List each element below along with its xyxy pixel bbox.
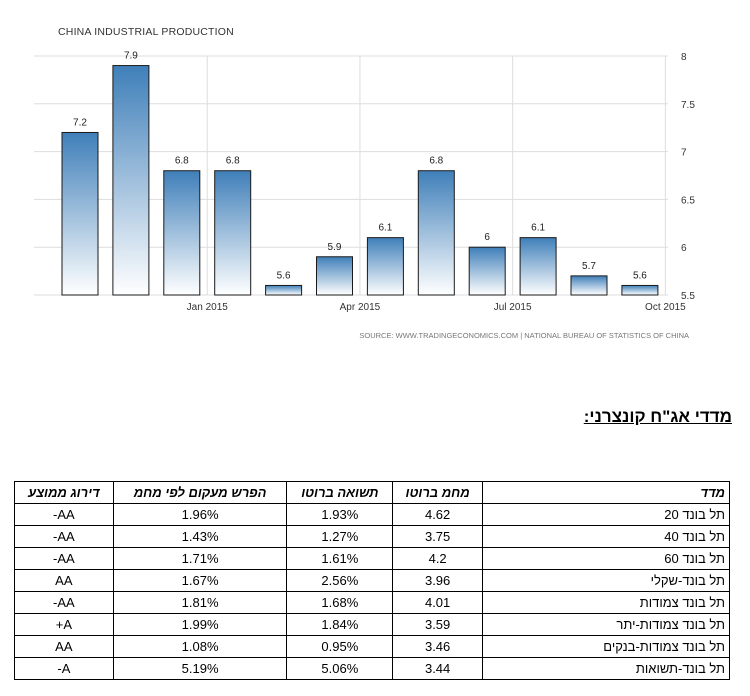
cell-spread: 1.99% [112, 613, 288, 636]
x-tick-label: Apr 2015 [340, 302, 381, 313]
cell-index-name: תל בונד-שקלי [482, 569, 730, 592]
bar-value-label: 6.1 [531, 223, 545, 234]
bar [163, 170, 201, 296]
cell-duration: 3.59 [392, 613, 483, 636]
cell-index-name: תל בונד צמודות-יתר [482, 613, 730, 636]
bar [366, 237, 404, 296]
cell-duration: 3.96 [392, 569, 483, 592]
cell-rating: AA [14, 569, 114, 592]
y-tick-label: 8 [681, 52, 687, 63]
cell-spread: 1.43% [112, 525, 288, 548]
header-rating: דירוג ממוצע [14, 481, 114, 504]
cell-spread: 5.19% [112, 657, 288, 680]
cell-duration: 3.75 [392, 525, 483, 548]
y-tick-label: 5.5 [681, 291, 695, 302]
cell-duration: 3.44 [392, 657, 483, 680]
chart-source: SOURCE: WWW.TRADINGECONOMICS.COM | NATIO… [359, 331, 689, 340]
bar [265, 284, 303, 296]
y-tick-label: 6.5 [681, 195, 695, 206]
bar [468, 246, 506, 296]
x-tick-label: Jul 2015 [494, 302, 532, 313]
cell-duration: 4.2 [392, 547, 483, 570]
cell-yield: 1.68% [286, 591, 394, 614]
cell-yield: 2.56% [286, 569, 394, 592]
bar-value-label: 6.1 [378, 223, 392, 234]
cell-rating: AA- [14, 591, 114, 614]
bar-value-label: 5.6 [277, 270, 291, 281]
table-row: תל בונד צמודות-יתר 3.59 1.84% 1.99% A+ [14, 613, 730, 636]
cell-rating: AA [14, 635, 114, 658]
bar-value-label: 6.8 [226, 156, 240, 167]
label-layer: 7.2 7.9 6.8 6.8 5.6 5.9 6.1 6.8 6 6.1 5.7 5.6 [73, 51, 647, 282]
bar [61, 131, 99, 296]
bar-value-label: 7.9 [124, 51, 138, 62]
table-header-row: מדד מחמ ברוטו תשואה ברוטו הפרש מעקום לפי… [14, 481, 730, 504]
cell-index-name: תל בונד צמודות [482, 591, 730, 614]
table-row: תל בונד-תשואות 3.44 5.06% 5.19% A- [14, 657, 730, 680]
cell-yield: 0.95% [286, 635, 394, 658]
header-duration: מחמ ברוטו [392, 481, 483, 504]
cell-rating: AA- [14, 547, 114, 570]
cell-index-name: תל בונד 60 [482, 547, 730, 570]
cell-index-name: תל בונד צמודות-בנקים [482, 635, 730, 658]
bar-value-label: 5.6 [633, 270, 647, 281]
table-row: תל בונד 20 4.62 1.93% 1.96% AA- [14, 503, 730, 526]
x-tick-label: Oct 2015 [645, 302, 686, 313]
cell-yield: 1.61% [286, 547, 394, 570]
cell-rating: AA- [14, 503, 114, 526]
cell-rating: A+ [14, 613, 114, 636]
table-row: תל בונד צמודות-בנקים 3.46 0.95% 1.08% AA [14, 635, 730, 658]
bar [214, 170, 252, 296]
cell-spread: 1.71% [112, 547, 288, 570]
cell-index-name: תל בונד 20 [482, 503, 730, 526]
cell-yield: 1.84% [286, 613, 394, 636]
bar-value-label: 7.2 [73, 117, 87, 128]
cell-duration: 3.46 [392, 635, 483, 658]
chart-title: CHINA INDUSTRIAL PRODUCTION [58, 26, 234, 38]
bar [621, 284, 659, 296]
table-row: תל בונד-שקלי 3.96 2.56% 1.67% AA [14, 569, 730, 592]
bar [316, 256, 353, 296]
cell-spread: 1.08% [112, 635, 288, 658]
bar-value-label: 5.9 [328, 242, 342, 253]
cell-index-name: תל בונד 40 [482, 525, 730, 548]
cell-duration: 4.01 [392, 591, 483, 614]
header-index: מדד [482, 481, 730, 504]
cell-yield: 1.93% [286, 503, 394, 526]
bar [570, 275, 608, 296]
y-tick-label: 7 [681, 148, 687, 159]
table-row: תל בונד 60 4.2 1.61% 1.71% AA- [14, 547, 730, 570]
bar [519, 237, 557, 296]
cell-rating: A- [14, 657, 114, 680]
cell-spread: 1.96% [112, 503, 288, 526]
industrial-production-chart: CHINA INDUSTRIAL PRODUCTION 7.2 7.9 6.8 6.8… [34, 26, 696, 340]
axis-layer: 8 7.5 7 6.5 6 5.5 Jan 2015 Apr 2015 Jul 2015 Oct … [187, 52, 696, 313]
table-row: תל בונד 40 3.75 1.27% 1.43% AA- [14, 525, 730, 548]
bar-value-label: 6.8 [175, 156, 189, 167]
bar-value-label: 6 [484, 232, 490, 243]
x-tick-label: Jan 2015 [187, 302, 229, 313]
cell-yield: 5.06% [286, 657, 394, 680]
bar-value-label: 5.7 [582, 261, 596, 272]
table-row: תל בונד צמודות 4.01 1.68% 1.81% AA- [14, 591, 730, 614]
bar-value-label: 6.8 [429, 156, 443, 167]
cell-index-name: תל בונד-תשואות [482, 657, 730, 680]
cell-duration: 4.62 [392, 503, 483, 526]
bar [417, 170, 455, 296]
cell-rating: AA- [14, 525, 114, 548]
header-spread: הפרש מעקום לפי מחמ [112, 481, 288, 504]
cell-yield: 1.27% [286, 525, 394, 548]
cell-spread: 1.81% [112, 591, 288, 614]
y-tick-label: 7.5 [681, 100, 695, 111]
header-yield: תשואה ברוטו [286, 481, 394, 504]
section-heading: מדדי אג"ח קונצרני: [583, 407, 732, 426]
bar [112, 65, 150, 296]
bond-indices-table: מדד מחמ ברוטו תשואה ברוטו הפרש מעקום לפי… [14, 481, 730, 680]
bar-layer [61, 65, 659, 296]
y-tick-label: 6 [681, 243, 687, 254]
cell-spread: 1.67% [112, 569, 288, 592]
